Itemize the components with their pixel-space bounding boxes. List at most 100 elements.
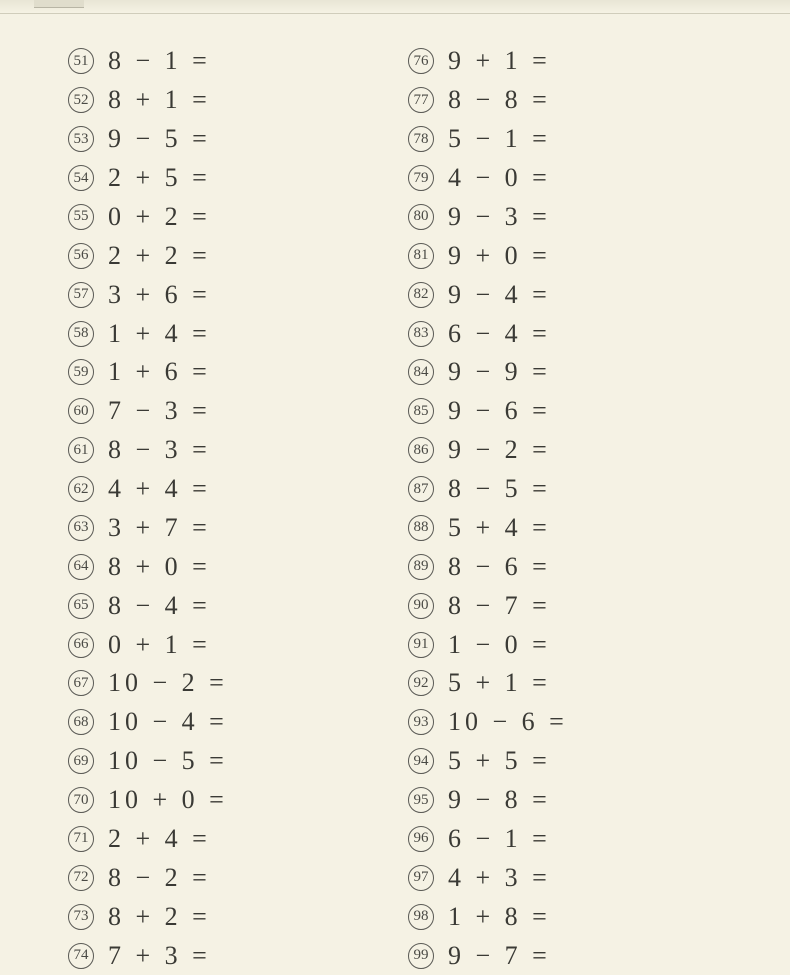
problem-number-circle: 88 — [408, 515, 434, 541]
problem-equation: 9 − 4 = — [448, 280, 551, 310]
problem-equation: 9 + 0 = — [448, 241, 551, 271]
problem-equation: 8 − 6 = — [448, 552, 551, 582]
problem-equation: 9 − 5 = — [108, 124, 211, 154]
problem-number-circle: 80 — [408, 204, 434, 230]
problem-row: 91 1 − 0 = — [408, 625, 748, 664]
problem-equation: 6 − 1 = — [448, 824, 551, 854]
problem-row: 52 8 + 1 = — [68, 81, 408, 120]
problem-equation: 8 − 2 = — [108, 863, 211, 893]
problem-row: 53 9 − 5 = — [68, 120, 408, 159]
problem-number-circle: 60 — [68, 398, 94, 424]
problem-row: 63 3 + 7 = — [68, 509, 408, 548]
problem-number-circle: 67 — [68, 670, 94, 696]
worksheet-page: 518 − 1 =528 + 1 =539 − 5 =542 + 5 =550 … — [0, 0, 790, 975]
problem-equation: 8 − 8 = — [448, 85, 551, 115]
problem-number-circle: 97 — [408, 865, 434, 891]
problem-equation: 4 + 4 = — [108, 474, 211, 504]
problem-number-circle: 93 — [408, 709, 434, 735]
problem-row: 747 + 3 = — [68, 936, 408, 975]
problem-number-circle: 63 — [68, 515, 94, 541]
problem-row: 885 + 4 = — [408, 509, 748, 548]
problem-row: 624 + 4 = — [68, 470, 408, 509]
problem-row: 908 − 7 = — [408, 586, 748, 625]
problem-number-circle: 59 — [68, 359, 94, 385]
problem-number-circle: 56 — [68, 243, 94, 269]
problem-row: 738 + 2 = — [68, 897, 408, 936]
problem-row: 959 − 8 = — [408, 781, 748, 820]
page-top-tab — [34, 0, 84, 8]
problem-row: 61 8 − 3 = — [68, 431, 408, 470]
problem-equation: 1 + 8 = — [448, 902, 551, 932]
problem-number-circle: 89 — [408, 554, 434, 580]
problem-row: 518 − 1 = — [68, 42, 408, 81]
problem-equation: 1 + 4 = — [108, 319, 211, 349]
problem-row: 72 8 − 2 = — [68, 858, 408, 897]
problem-number-circle: 84 — [408, 359, 434, 385]
problem-equation: 8 − 3 = — [108, 435, 211, 465]
problem-row: 648 + 0 = — [68, 547, 408, 586]
problem-row: 9310 − 6 = — [408, 703, 748, 742]
problem-equation: 5 + 1 = — [448, 668, 551, 698]
problem-equation: 1 + 6 = — [108, 357, 211, 387]
problem-number-circle: 58 — [68, 321, 94, 347]
problem-row: 84 9 − 9 = — [408, 353, 748, 392]
problem-row: 6810 − 4 = — [68, 703, 408, 742]
problem-row: 70 10 + 0 = — [68, 781, 408, 820]
problem-equation: 5 − 1 = — [448, 124, 551, 154]
problem-number-circle: 96 — [408, 826, 434, 852]
problem-row: 712 + 4 = — [68, 820, 408, 859]
problem-row: 607 − 3 = — [68, 392, 408, 431]
problem-number-circle: 70 — [68, 787, 94, 813]
problem-number-circle: 91 — [408, 632, 434, 658]
problem-equation: 6 − 4 = — [448, 319, 551, 349]
problem-row: 89 8 − 6 = — [408, 547, 748, 586]
problem-number-circle: 61 — [68, 437, 94, 463]
problem-row: 660 + 1 = — [68, 625, 408, 664]
problem-equation: 10 − 4 = — [108, 707, 228, 737]
left-column: 518 − 1 =528 + 1 =539 − 5 =542 + 5 =550 … — [68, 42, 408, 975]
problem-equation: 8 − 5 = — [448, 474, 551, 504]
problem-equation: 8 + 0 = — [108, 552, 211, 582]
problem-equation: 10 − 5 = — [108, 746, 228, 776]
problem-equation: 3 + 7 = — [108, 513, 211, 543]
problem-row: 94 5 + 5 = — [408, 742, 748, 781]
problem-number-circle: 65 — [68, 593, 94, 619]
problem-number-circle: 94 — [408, 748, 434, 774]
problem-row: 573 + 6 = — [68, 275, 408, 314]
problem-row: 58 1 + 4 = — [68, 314, 408, 353]
right-column: 769 + 1 =778 − 8 =785 − 1 =794 − 0 =809 … — [408, 42, 748, 975]
problem-number-circle: 53 — [68, 126, 94, 152]
problem-number-circle: 92 — [408, 670, 434, 696]
problem-number-circle: 72 — [68, 865, 94, 891]
problem-row: 81 9 + 0 = — [408, 236, 748, 275]
problem-row: 6910 − 5 = — [68, 742, 408, 781]
problem-equation: 2 + 2 = — [108, 241, 211, 271]
problem-number-circle: 74 — [68, 943, 94, 969]
problem-equation: 8 + 1 = — [108, 85, 211, 115]
problem-number-circle: 85 — [408, 398, 434, 424]
problem-equation: 8 − 4 = — [108, 591, 211, 621]
problem-row: 80 9 − 3 = — [408, 198, 748, 237]
problem-equation: 1 − 0 = — [448, 630, 551, 660]
problem-number-circle: 99 — [408, 943, 434, 969]
problem-row: 999 − 7 = — [408, 936, 748, 975]
problem-number-circle: 86 — [408, 437, 434, 463]
problem-equation: 4 − 0 = — [448, 163, 551, 193]
problem-equation: 9 − 6 = — [448, 396, 551, 426]
problem-equation: 2 + 5 = — [108, 163, 211, 193]
problem-row: 974 + 3 = — [408, 858, 748, 897]
problem-number-circle: 98 — [408, 904, 434, 930]
problem-number-circle: 81 — [408, 243, 434, 269]
problem-number-circle: 52 — [68, 87, 94, 113]
problem-equation: 9 − 9 = — [448, 357, 551, 387]
problem-number-circle: 51 — [68, 48, 94, 74]
problem-equation: 10 + 0 = — [108, 785, 228, 815]
problem-number-circle: 87 — [408, 476, 434, 502]
problem-equation: 8 − 7 = — [448, 591, 551, 621]
problem-number-circle: 95 — [408, 787, 434, 813]
problem-row: 92 5 + 1 = — [408, 664, 748, 703]
problem-equation: 5 + 5 = — [448, 746, 551, 776]
problem-equation: 9 − 3 = — [448, 202, 551, 232]
problem-equation: 10 − 2 = — [108, 668, 228, 698]
problem-row: 785 − 1 = — [408, 120, 748, 159]
